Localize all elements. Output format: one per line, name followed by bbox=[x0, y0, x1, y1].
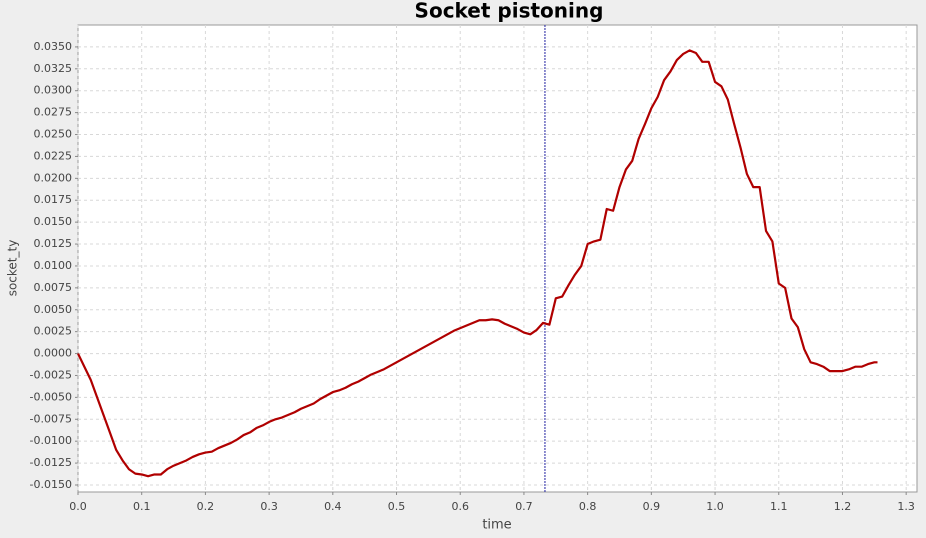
x-tick-label: 0.4 bbox=[324, 500, 342, 513]
x-axis-label: time bbox=[482, 518, 511, 533]
y-tick-label: 0.0175 bbox=[34, 193, 73, 206]
y-tick-label: 0.0325 bbox=[34, 62, 73, 75]
y-tick-label: -0.0050 bbox=[30, 390, 72, 403]
x-tick-label: 0.0 bbox=[69, 500, 87, 513]
x-tick-label: 1.3 bbox=[897, 500, 915, 513]
x-tick-label: 1.1 bbox=[770, 500, 788, 513]
y-tick-label: 0.0000 bbox=[34, 347, 73, 360]
x-tick-label: 0.7 bbox=[515, 500, 533, 513]
y-tick-label: 0.0250 bbox=[34, 128, 73, 141]
y-tick-label: -0.0150 bbox=[30, 478, 72, 491]
y-tick-label: 0.0125 bbox=[34, 237, 73, 250]
y-tick-label: 0.0200 bbox=[34, 171, 73, 184]
plot-area bbox=[77, 24, 918, 493]
y-tick-label: 0.0350 bbox=[34, 40, 73, 53]
x-tick-label: 1.2 bbox=[834, 500, 852, 513]
y-tick-label: 0.0100 bbox=[34, 259, 73, 272]
y-tick-label: 0.0075 bbox=[34, 281, 73, 294]
y-axis-label: socket_ty bbox=[6, 240, 20, 297]
chart-title: Socket pistoning bbox=[415, 0, 604, 23]
y-tick-label: -0.0025 bbox=[30, 368, 72, 381]
x-tick-label: 1.0 bbox=[706, 500, 724, 513]
x-tick-label: 0.5 bbox=[388, 500, 406, 513]
y-tick-label: 0.0050 bbox=[34, 303, 73, 316]
x-tick-label: 0.9 bbox=[643, 500, 661, 513]
y-tick-label: 0.0300 bbox=[34, 84, 73, 97]
data-line bbox=[77, 49, 878, 478]
x-tick-label: 0.1 bbox=[133, 500, 151, 513]
y-tick-label: 0.0150 bbox=[34, 215, 73, 228]
y-tick-label: 0.0025 bbox=[34, 325, 73, 338]
y-tick-label: -0.0125 bbox=[30, 456, 72, 469]
x-tick-label: 0.6 bbox=[451, 500, 469, 513]
y-tick-label: -0.0075 bbox=[30, 412, 72, 425]
x-tick-label: 0.8 bbox=[579, 500, 597, 513]
y-tick-label: -0.0100 bbox=[30, 434, 72, 447]
x-tick-label: 0.3 bbox=[260, 500, 278, 513]
x-tick-label: 0.2 bbox=[197, 500, 215, 513]
y-tick-label: 0.0275 bbox=[34, 106, 73, 119]
y-tick-label: 0.0225 bbox=[34, 149, 73, 162]
